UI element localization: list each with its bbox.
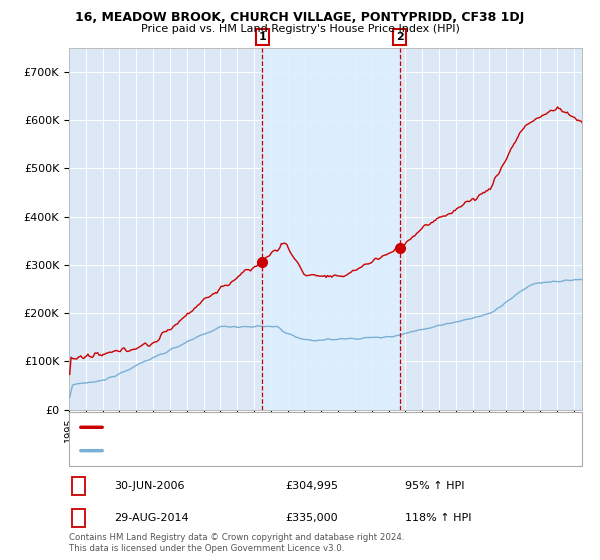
Text: HPI: Average price, detached house, Rhondda Cynon Taf: HPI: Average price, detached house, Rhon… bbox=[111, 446, 386, 456]
Text: 118% ↑ HPI: 118% ↑ HPI bbox=[405, 513, 472, 523]
Text: 16, MEADOW BROOK, CHURCH VILLAGE, PONTYPRIDD, CF38 1DJ (detached house): 16, MEADOW BROOK, CHURCH VILLAGE, PONTYP… bbox=[111, 422, 516, 432]
Text: £304,995: £304,995 bbox=[285, 480, 338, 491]
Text: Price paid vs. HM Land Registry's House Price Index (HPI): Price paid vs. HM Land Registry's House … bbox=[140, 24, 460, 34]
Text: 16, MEADOW BROOK, CHURCH VILLAGE, PONTYPRIDD, CF38 1DJ: 16, MEADOW BROOK, CHURCH VILLAGE, PONTYP… bbox=[76, 11, 524, 24]
Text: 1: 1 bbox=[75, 480, 83, 491]
Text: 95% ↑ HPI: 95% ↑ HPI bbox=[405, 480, 464, 491]
Text: £335,000: £335,000 bbox=[285, 513, 338, 523]
Text: 30-JUN-2006: 30-JUN-2006 bbox=[114, 480, 185, 491]
Text: Contains HM Land Registry data © Crown copyright and database right 2024.
This d: Contains HM Land Registry data © Crown c… bbox=[69, 533, 404, 553]
Text: 2: 2 bbox=[75, 513, 83, 523]
Text: 2: 2 bbox=[396, 32, 404, 42]
Text: 1: 1 bbox=[259, 32, 266, 42]
Text: 29-AUG-2014: 29-AUG-2014 bbox=[114, 513, 188, 523]
Bar bbox=[262, 48, 400, 409]
